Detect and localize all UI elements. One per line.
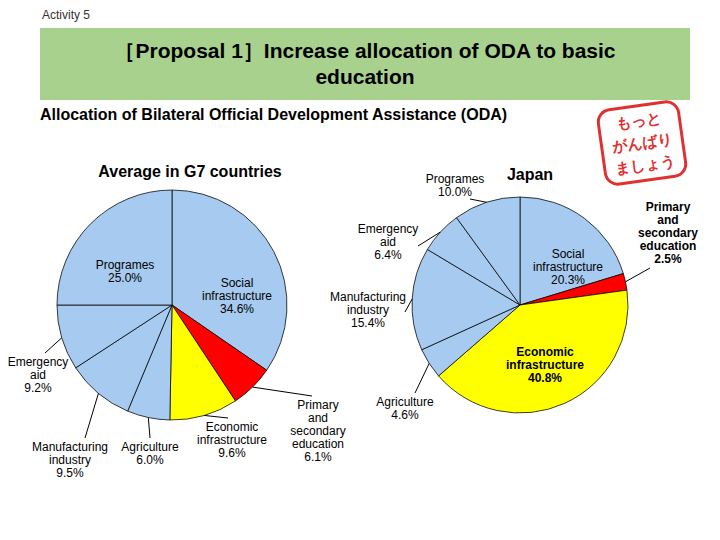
svg-text:Economicinfrastructure40.8%: Economicinfrastructure40.8%: [506, 345, 584, 385]
html-text:がんばり: がんばり: [611, 129, 673, 157]
html-text:［Proposal 1］Increase allocatio: ［Proposal 1］Increase allocation of ODA t…: [114, 39, 616, 88]
svg-text:Emergencyaid6.4%: Emergencyaid6.4%: [358, 222, 419, 262]
svg-text:Socialinfrastructure20.3%: Socialinfrastructure20.3%: [533, 247, 603, 287]
svg-text:Manufacturingindustry15.4%: Manufacturingindustry15.4%: [330, 290, 406, 330]
svg-text:Programes25.0%: Programes25.0%: [96, 258, 155, 285]
svg-text:Primaryandsecondaryeducation2.: Primaryandsecondaryeducation2.5%: [638, 200, 698, 266]
html-text:Average in G7 countries: Average in G7 countries: [98, 163, 282, 180]
html-text:もっと: もっと: [615, 109, 663, 134]
svg-text:Programes10.0%: Programes10.0%: [426, 172, 485, 199]
svg-text:Manufacturingindustry9.5%: Manufacturingindustry9.5%: [32, 440, 108, 480]
svg-text:Agriculture6.0%: Agriculture6.0%: [121, 440, 179, 467]
html-text:ましょう: ましょう: [614, 151, 676, 178]
svg-text:Socialinfrastructure34.6%: Socialinfrastructure34.6%: [202, 276, 272, 316]
svg-text:Emergencyaid9.2%: Emergencyaid9.2%: [8, 355, 68, 395]
svg-text:Economicinfrastructure9.6%: Economicinfrastructure9.6%: [197, 420, 267, 460]
svg-text:Primaryandsecondaryeducation6.: Primaryandsecondaryeducation6.1%: [290, 398, 345, 464]
svg-text:Agriculture4.6%: Agriculture4.6%: [376, 395, 434, 422]
html-text:Allocation of Bilateral Offici: Allocation of Bilateral Official Develop…: [40, 106, 508, 123]
html-text:Japan: Japan: [506, 166, 554, 183]
html-text:Activity 5: Activity 5: [42, 8, 90, 22]
